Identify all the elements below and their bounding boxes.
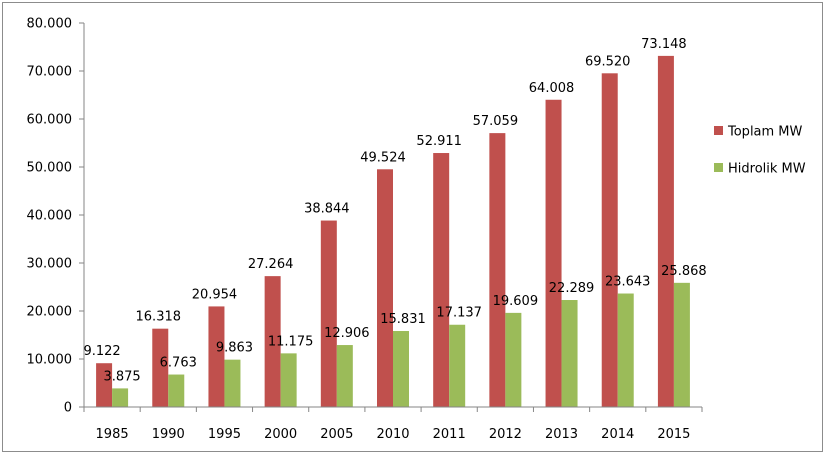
x-tick-label: 2012 bbox=[489, 427, 522, 442]
legend-label-toplam: Toplam MW bbox=[727, 125, 803, 140]
legend-label-hidrolik: Hidrolik MW bbox=[728, 162, 806, 177]
bar-toplam bbox=[601, 73, 618, 407]
x-tick-label: 1990 bbox=[152, 427, 185, 442]
x-axis: 1985 1990 1995 2000 2005 2010 2011 2012 2013 2014… bbox=[83, 406, 703, 442]
bar-hidrolik bbox=[280, 353, 297, 407]
data-label-toplam: 69.520 bbox=[585, 54, 631, 69]
data-label-hidrolik: 17.137 bbox=[436, 306, 482, 321]
bar-toplam bbox=[152, 328, 169, 407]
x-tick-label: 2005 bbox=[320, 427, 353, 442]
data-label-hidrolik: 6.763 bbox=[160, 356, 197, 371]
data-label-hidrolik: 25.868 bbox=[661, 264, 707, 279]
legend-swatch-hidrolik bbox=[714, 163, 723, 172]
bar-hidrolik bbox=[112, 388, 129, 407]
bar-toplam bbox=[96, 363, 113, 407]
x-tick-label: 2014 bbox=[601, 427, 634, 442]
data-label-toplam: 57.059 bbox=[473, 114, 519, 129]
data-label-hidrolik: 19.609 bbox=[493, 294, 539, 309]
y-tick-label: 10.000 bbox=[27, 353, 73, 368]
data-label-toplam: 64.008 bbox=[529, 81, 575, 96]
data-label-hidrolik: 22.289 bbox=[549, 281, 595, 296]
bars-group bbox=[96, 55, 690, 408]
data-label-toplam: 38.844 bbox=[304, 202, 350, 217]
y-axis: 0 10.000 20.000 30.000 40.000 50.000 60.000 70.… bbox=[27, 17, 85, 416]
bar-toplam bbox=[264, 276, 281, 407]
x-tick-label: 2015 bbox=[657, 427, 690, 442]
data-label-toplam: 9.122 bbox=[83, 344, 120, 359]
bar-hidrolik bbox=[224, 359, 241, 407]
data-label-hidrolik: 11.175 bbox=[268, 334, 314, 349]
y-tick-label: 60.000 bbox=[27, 113, 73, 128]
legend-swatch-toplam bbox=[714, 126, 723, 135]
bar-hidrolik bbox=[168, 374, 185, 407]
data-label-hidrolik: 12.906 bbox=[324, 326, 370, 341]
data-label-hidrolik: 3.875 bbox=[103, 369, 140, 384]
bar-toplam bbox=[489, 133, 506, 407]
bar-toplam bbox=[545, 99, 562, 407]
data-label-toplam: 27.264 bbox=[248, 257, 294, 272]
bar-hidrolik bbox=[561, 300, 578, 407]
data-label-toplam: 49.524 bbox=[360, 150, 406, 165]
data-label-hidrolik: 15.831 bbox=[380, 312, 426, 327]
bar-hidrolik bbox=[336, 345, 353, 407]
data-label-toplam: 20.954 bbox=[192, 287, 238, 302]
data-labels-group: 9.122 3.875 16.318 6.763 20.954 9.863 27.264 11… bbox=[83, 37, 706, 385]
bar-toplam bbox=[377, 169, 393, 407]
y-tick-label: 30.000 bbox=[27, 257, 73, 272]
x-tick-label: 2013 bbox=[545, 427, 578, 442]
data-label-toplam: 73.148 bbox=[641, 37, 687, 52]
data-label-hidrolik: 9.863 bbox=[216, 341, 253, 356]
bar-toplam bbox=[208, 306, 225, 407]
bar-toplam bbox=[433, 153, 450, 407]
bar-toplam bbox=[657, 55, 674, 408]
y-tick-label: 20.000 bbox=[27, 305, 73, 320]
y-tick-label: 50.000 bbox=[27, 161, 73, 176]
legend: Toplam MW Hidrolik MW bbox=[714, 125, 806, 177]
bar-hidrolik bbox=[673, 282, 690, 407]
bar-hidrolik bbox=[617, 293, 634, 407]
x-tick-label: 2000 bbox=[264, 427, 297, 442]
data-label-toplam: 52.911 bbox=[416, 134, 462, 149]
bar-toplam bbox=[320, 220, 337, 407]
data-label-toplam: 16.318 bbox=[136, 310, 182, 325]
y-tick-label: 0 bbox=[64, 401, 72, 416]
x-tick-label: 2011 bbox=[433, 427, 466, 442]
x-tick-label: 1995 bbox=[208, 427, 241, 442]
x-tick-label: 1985 bbox=[96, 427, 129, 442]
y-tick-label: 70.000 bbox=[27, 65, 73, 80]
bar-hidrolik bbox=[393, 331, 409, 407]
y-tick-label: 40.000 bbox=[27, 209, 73, 224]
data-label-hidrolik: 23.643 bbox=[605, 275, 651, 290]
x-tick-label: 2010 bbox=[376, 427, 409, 442]
bar-hidrolik bbox=[449, 324, 466, 407]
y-tick-label: 80.000 bbox=[27, 17, 73, 32]
bar-hidrolik bbox=[505, 312, 522, 407]
